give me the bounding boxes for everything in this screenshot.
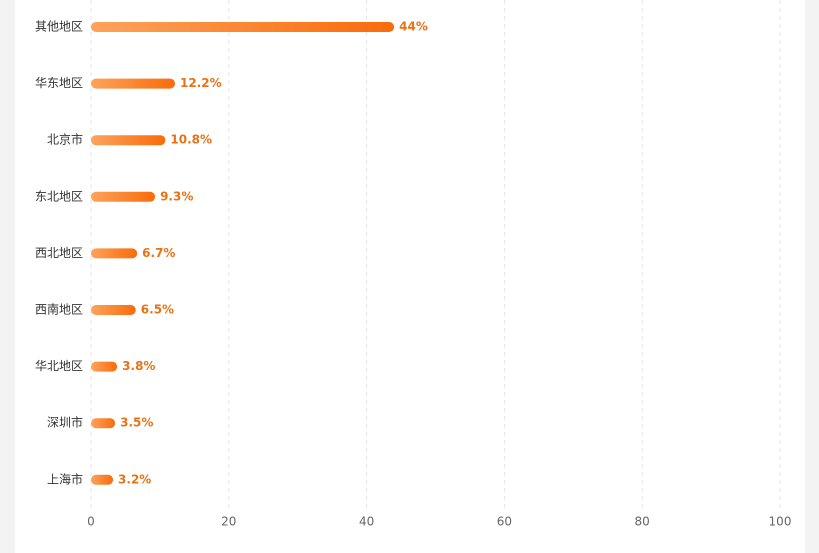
value-label: 3.2% — [118, 472, 151, 486]
y-tick-label: 华北地区 — [35, 359, 83, 373]
value-label: 6.7% — [142, 246, 175, 260]
bar — [91, 78, 176, 89]
value-label: 10.8% — [170, 133, 212, 147]
value-label: 12.2% — [180, 76, 222, 90]
x-tick-label: 80 — [635, 515, 650, 529]
y-tick-label: 其他地区 — [35, 20, 83, 34]
bar — [91, 22, 395, 32]
y-tick-label: 西北地区 — [35, 246, 83, 260]
x-tick-label: 20 — [221, 515, 236, 529]
value-label: 9.3% — [160, 189, 193, 203]
bar — [91, 418, 116, 429]
y-tick-label: 深圳市 — [47, 415, 83, 430]
value-label: 6.5% — [141, 303, 174, 317]
y-tick-label: 西南地区 — [35, 302, 83, 317]
panel — [15, 0, 805, 553]
y-tick-label: 上海市 — [47, 471, 83, 486]
x-tick-label: 60 — [497, 515, 512, 529]
x-tick-label: 0 — [87, 515, 95, 529]
bar — [91, 305, 136, 315]
value-label: 3.5% — [120, 416, 153, 430]
bar — [91, 191, 156, 202]
bar — [91, 474, 114, 485]
x-tick-label: 100 — [769, 515, 792, 529]
bar — [91, 361, 118, 372]
x-tick-label: 40 — [359, 515, 374, 529]
value-label: 44% — [399, 20, 428, 34]
y-tick-label: 北京市 — [47, 132, 83, 147]
bar — [91, 248, 138, 259]
bar — [91, 135, 166, 146]
value-label: 3.8% — [122, 359, 155, 373]
y-tick-label: 华东地区 — [35, 76, 83, 90]
y-tick-label: 东北地区 — [35, 189, 83, 203]
